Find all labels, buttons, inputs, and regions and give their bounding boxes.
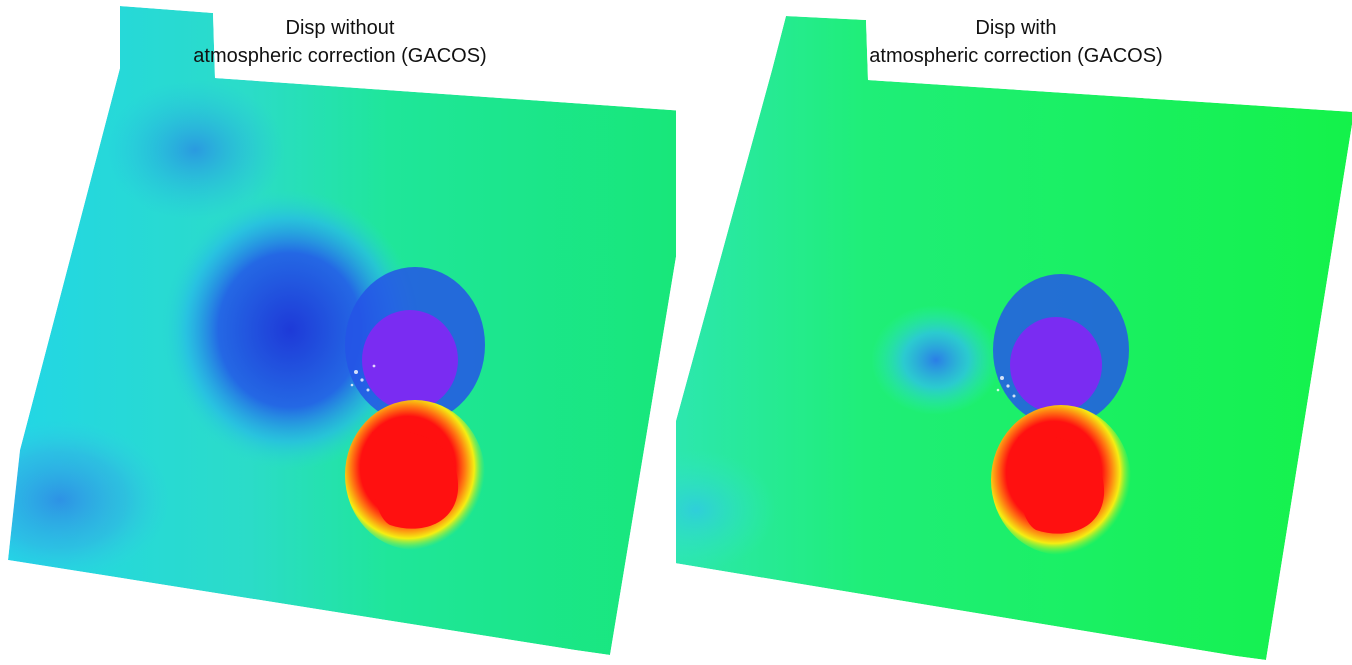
- red-lobe-core: [1017, 435, 1105, 534]
- fault-noise: [996, 376, 1016, 398]
- purple-lobe: [362, 310, 458, 410]
- displacement-map-without-correction: [0, 6, 676, 655]
- panel-without-correction: Disp without atmospheric correction (GAC…: [0, 6, 676, 655]
- blue-depression: [871, 305, 1001, 415]
- displacement-map-with-correction: [676, 0, 1352, 665]
- panel-with-correction: Disp with atmospheric correction (GACOS): [676, 0, 1352, 665]
- west-noise-zone: [0, 420, 170, 580]
- west-noise-zone: [676, 450, 776, 570]
- blue-depression: [160, 190, 420, 470]
- red-lobe-core: [371, 430, 459, 529]
- fault-noise: [350, 364, 376, 392]
- northwest-patch: [105, 80, 285, 220]
- purple-lobe: [1010, 317, 1102, 413]
